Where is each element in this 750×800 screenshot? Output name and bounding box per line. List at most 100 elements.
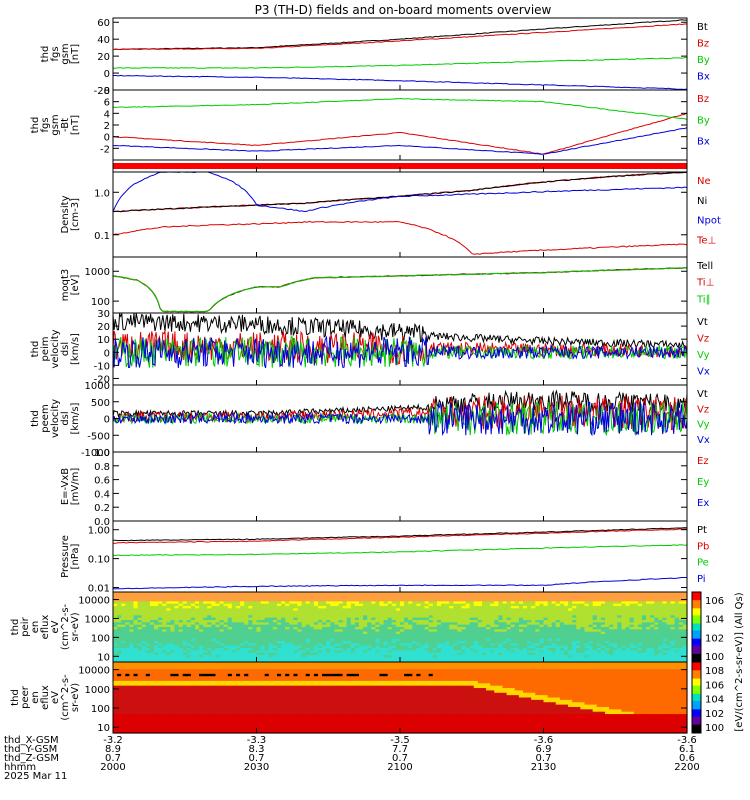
- heatmap-cell: [277, 599, 282, 602]
- heatmap-cell: [170, 592, 176, 595]
- heatmap-cell: [400, 659, 405, 663]
- heatmap-cell: [334, 615, 340, 619]
- heatmap-cell: [584, 610, 590, 614]
- heatmap-cell: [473, 608, 479, 612]
- heatmap-cell: [539, 636, 545, 640]
- heatmap-cell: [482, 641, 487, 644]
- heatmap-cell: [121, 697, 126, 701]
- heatmap-cell: [236, 645, 241, 649]
- heatmap-cell: [174, 709, 180, 713]
- heatmap-cell: [354, 603, 360, 607]
- heatmap-cell: [166, 603, 171, 607]
- heatmap-cell: [473, 622, 479, 626]
- heatmap-cell: [395, 634, 401, 637]
- heatmap-cell: [678, 599, 684, 602]
- heatmap-cell: [596, 631, 602, 635]
- heatmap-cell: [490, 641, 495, 644]
- heatmap-cell: [457, 643, 463, 647]
- heatmap-cell: [609, 643, 614, 647]
- heatmap-cell: [277, 615, 282, 619]
- heatmap-cell: [383, 659, 389, 663]
- heatmap-cell: [137, 643, 143, 647]
- heatmap-cell: [207, 596, 212, 600]
- heatmap-cell: [297, 603, 303, 607]
- heatmap-cell: [313, 615, 319, 619]
- heatmap-cell: [637, 641, 643, 644]
- heatmap-cell: [297, 648, 303, 651]
- heatmap-cell: [301, 610, 307, 614]
- heatmap-cell: [264, 620, 270, 623]
- heatmap-cell: [305, 634, 311, 637]
- heatmap-cell: [199, 606, 204, 609]
- heatmap-cell: [453, 650, 458, 654]
- heatmap-cell: [186, 620, 192, 623]
- heatmap-cell: [666, 594, 672, 598]
- heatmap-cell: [285, 648, 290, 651]
- heatmap-cell: [277, 613, 282, 616]
- heatmap-cell: [600, 624, 606, 628]
- heatmap-cell: [342, 601, 348, 605]
- heatmap-cell: [592, 613, 598, 616]
- heatmap-cell: [416, 629, 422, 633]
- heatmap-cell: [190, 594, 196, 598]
- heatmap-cell: [662, 610, 668, 614]
- heatmap-cell: [457, 648, 463, 651]
- heatmap-cell: [416, 659, 422, 663]
- heatmap-cell: [408, 596, 413, 600]
- heatmap-cell: [461, 659, 467, 663]
- heatmap-cell: [350, 657, 356, 661]
- heatmap-cell: [145, 652, 151, 656]
- heatmap-cell: [670, 631, 676, 635]
- heatmap-cell: [670, 613, 676, 616]
- legend-entry-Vy: Vy: [697, 350, 710, 361]
- series-line-Bt: [112, 19, 688, 51]
- heatmap-cell: [149, 620, 155, 623]
- heatmap-cell: [641, 634, 647, 637]
- heatmap-cell: [223, 634, 229, 637]
- heatmap-cell: [158, 606, 163, 609]
- heatmap-cell: [137, 669, 143, 673]
- heatmap-cell: [236, 648, 241, 651]
- heatmap-cell: [231, 615, 237, 619]
- heatmap-cell: [539, 596, 545, 600]
- heatmap-cell: [121, 718, 126, 722]
- heatmap-cell: [203, 655, 208, 658]
- heatmap-cell: [231, 648, 237, 651]
- heatmap-cell: [141, 728, 147, 732]
- heatmap-cell: [359, 634, 364, 637]
- heatmap-cell: [404, 592, 409, 595]
- heatmap-cell: [117, 723, 122, 727]
- heatmap-cell: [248, 659, 253, 663]
- heatmap-cell: [383, 650, 389, 654]
- heatmap-cell: [313, 636, 319, 640]
- heatmap-cell: [637, 596, 643, 600]
- heatmap-cell: [158, 634, 163, 637]
- heatmap-cell: [609, 629, 614, 633]
- heatmap-cell: [527, 613, 532, 616]
- heatmap-cell: [166, 671, 171, 675]
- heatmap-cell: [244, 638, 249, 642]
- heatmap-cell: [617, 603, 622, 607]
- heatmap-cell: [154, 655, 159, 658]
- heatmap-cell: [289, 592, 294, 595]
- heatmap-cell: [592, 622, 598, 626]
- heatmap-cell: [338, 617, 344, 621]
- heatmap-cell: [178, 688, 184, 691]
- heatmap-cell: [420, 592, 426, 595]
- heatmap-cell: [309, 601, 315, 605]
- heatmap-cell: [158, 627, 163, 630]
- heatmap-cell: [469, 638, 475, 642]
- heatmap-cell: [535, 610, 540, 614]
- heatmap-cell: [477, 594, 483, 598]
- heatmap-cell: [170, 648, 176, 651]
- heatmap-cell: [178, 659, 184, 663]
- heatmap-cell: [486, 645, 491, 649]
- heatmap-cell: [559, 657, 565, 661]
- heatmap-cell: [248, 624, 253, 628]
- heatmap-cell: [502, 631, 508, 635]
- heatmap-cell: [576, 603, 581, 607]
- heatmap-cell: [465, 601, 471, 605]
- heatmap-cell: [564, 643, 569, 647]
- heatmap-cell: [166, 692, 171, 696]
- heatmap-cell: [141, 608, 147, 612]
